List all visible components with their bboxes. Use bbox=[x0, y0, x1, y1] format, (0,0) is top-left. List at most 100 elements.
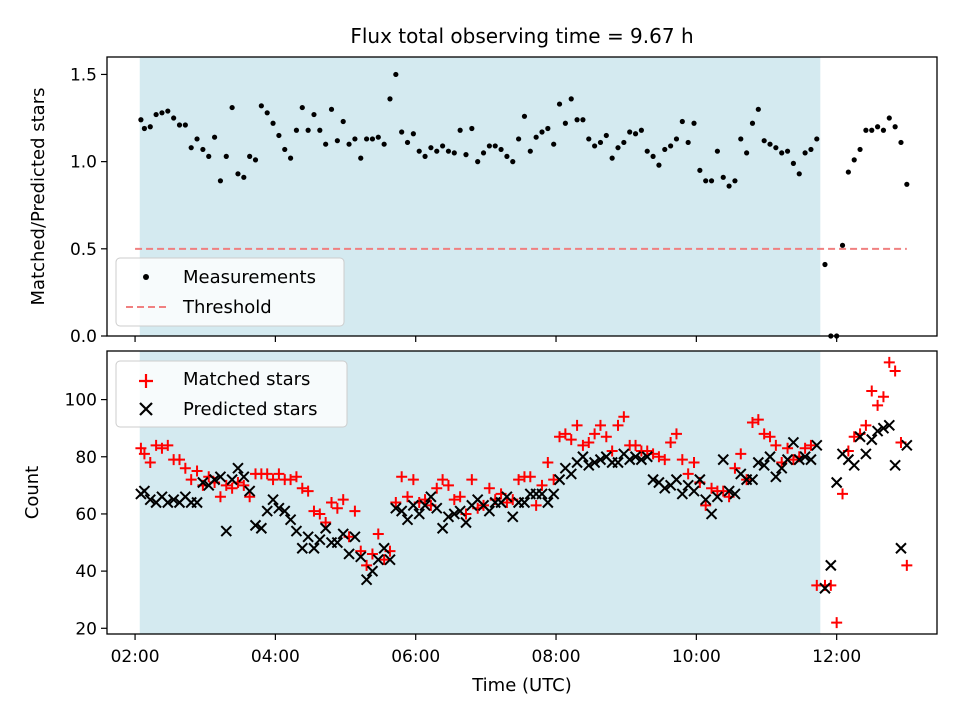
measurement-point bbox=[299, 104, 305, 111]
predicted-star-point bbox=[793, 453, 805, 466]
predicted-star-point bbox=[226, 473, 238, 486]
measurement-point bbox=[171, 115, 177, 121]
matched-star-point bbox=[448, 494, 460, 506]
predicted-star-point bbox=[787, 436, 800, 449]
measurement-point bbox=[141, 125, 148, 132]
matched-star-point bbox=[483, 482, 495, 494]
predicted-star-point bbox=[746, 473, 759, 486]
measurement-point bbox=[492, 143, 498, 149]
matched-star-point bbox=[659, 454, 671, 466]
measurement-point bbox=[422, 153, 428, 159]
legend-box bbox=[115, 257, 345, 327]
measurement-point bbox=[346, 141, 352, 147]
measurement-point bbox=[597, 139, 604, 146]
predicted-star-point bbox=[243, 485, 256, 497]
measurement-point bbox=[241, 174, 247, 180]
measurement-point bbox=[480, 150, 487, 156]
measurement-point bbox=[708, 178, 715, 184]
matched-star-point bbox=[390, 497, 402, 509]
matched-star-point bbox=[565, 434, 577, 446]
matched-star-point bbox=[848, 431, 860, 443]
predicted-star-point bbox=[308, 542, 320, 554]
measurement-point bbox=[851, 157, 857, 163]
matched-star-point bbox=[372, 528, 384, 540]
matched-star-point bbox=[837, 488, 849, 500]
matched-star-point bbox=[431, 482, 443, 494]
matched-star-point bbox=[805, 439, 817, 451]
predicted-star-point bbox=[296, 542, 308, 554]
y-tick-label: 40 bbox=[75, 562, 97, 582]
matched-star-point bbox=[326, 497, 338, 509]
legend-matched-marker bbox=[139, 374, 153, 388]
predicted-star-point bbox=[699, 493, 712, 506]
measurement-point bbox=[668, 143, 674, 149]
matched-star-point bbox=[320, 517, 332, 529]
predicted-star-point bbox=[676, 488, 689, 500]
measurement-point bbox=[857, 146, 863, 153]
y-tick-label: 0.5 bbox=[70, 240, 97, 260]
matched-star-point bbox=[583, 436, 595, 448]
measurement-point bbox=[305, 127, 311, 133]
predicted-star-point bbox=[366, 565, 379, 577]
predicted-star-point bbox=[830, 476, 843, 489]
predicted-star-point bbox=[594, 453, 607, 466]
legend-matched-label: Matched stars bbox=[183, 369, 310, 390]
predicted-star-point bbox=[407, 499, 420, 512]
matched-star-point bbox=[606, 445, 618, 457]
matched-star-point bbox=[618, 411, 630, 423]
measurement-point bbox=[773, 145, 779, 151]
measurement-point bbox=[258, 103, 264, 109]
measurement-point bbox=[562, 120, 568, 126]
measurement-point bbox=[445, 148, 452, 154]
matched-star-point bbox=[831, 617, 843, 629]
x-tick-label: 02:00 bbox=[111, 647, 160, 667]
y-tick-label: 0.0 bbox=[70, 327, 97, 347]
measurement-point bbox=[720, 174, 726, 180]
predicted-star-point bbox=[319, 522, 332, 534]
matched-star-point bbox=[267, 474, 279, 486]
predicted-star-point bbox=[413, 508, 425, 520]
legend-measurements-label: Measurements bbox=[183, 267, 316, 288]
x-axis-label: Time (UTC) bbox=[471, 675, 572, 696]
matched-star-point bbox=[156, 442, 168, 454]
predicted-star-point bbox=[688, 485, 700, 497]
matched-star-point bbox=[214, 491, 226, 503]
measurement-point bbox=[387, 96, 393, 102]
matched-star-point bbox=[302, 485, 314, 497]
predicted-star-point bbox=[854, 431, 866, 443]
matched-star-point bbox=[501, 497, 513, 509]
predicted-star-point bbox=[197, 476, 209, 489]
matched-star-point bbox=[366, 548, 378, 560]
bottom-legend: Matched stars Predicted stars bbox=[115, 360, 348, 428]
measurement-point bbox=[363, 136, 370, 142]
measurement-point bbox=[808, 146, 814, 153]
legend-predicted-label: Predicted stars bbox=[183, 399, 317, 420]
measurement-point bbox=[247, 153, 253, 159]
predicted-star-point bbox=[635, 453, 648, 466]
measurement-point bbox=[188, 145, 194, 151]
matched-star-point bbox=[787, 454, 799, 466]
measurement-point bbox=[486, 143, 492, 149]
measurement-point bbox=[863, 127, 869, 133]
measurement-point bbox=[662, 146, 668, 153]
matched-star-point bbox=[688, 456, 700, 468]
matched-star-point bbox=[571, 419, 583, 431]
matched-star-point bbox=[138, 448, 150, 460]
predicted-star-point bbox=[454, 505, 466, 517]
predicted-star-point bbox=[208, 473, 221, 486]
legend-measurement-marker bbox=[143, 274, 149, 280]
predicted-stars-points bbox=[135, 419, 913, 594]
measurement-point bbox=[223, 153, 229, 159]
predicted-star-point bbox=[261, 505, 273, 517]
predicted-star-point bbox=[290, 525, 303, 537]
predicted-star-point bbox=[889, 459, 901, 472]
matched-stars-points bbox=[135, 356, 913, 629]
top-y-ticks: 0.0 0.5 1.0 1.5 bbox=[70, 65, 107, 347]
measurement-point bbox=[521, 113, 528, 119]
matched-star-point bbox=[285, 474, 297, 486]
matched-star-point bbox=[314, 508, 326, 520]
predicted-star-point bbox=[220, 525, 232, 537]
measurement-point bbox=[638, 127, 644, 133]
measurement-point bbox=[691, 120, 697, 126]
measurement-point bbox=[790, 160, 797, 166]
